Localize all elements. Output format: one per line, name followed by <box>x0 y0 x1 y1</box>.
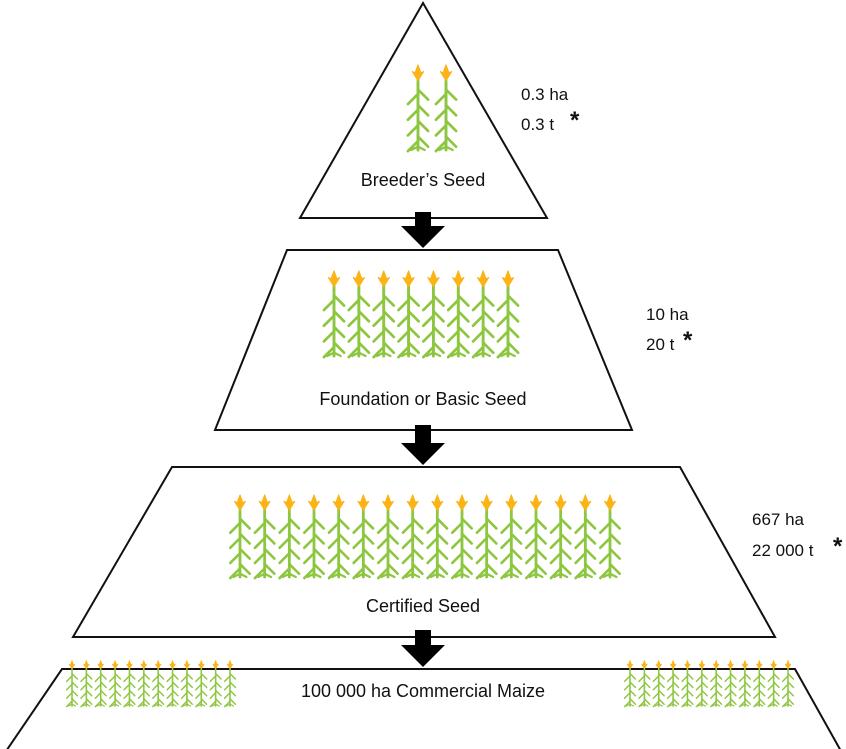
maize-plant-icon <box>228 494 252 580</box>
tier-foundation-seed-area: 10 ha <box>646 305 689 324</box>
tier-certified-seed: Certified Seed 667 ha 22 000 t * <box>71 466 843 638</box>
maize-plant-icon <box>500 494 523 580</box>
maize-plant-icon <box>80 660 93 708</box>
maize-plant-icon <box>666 660 680 708</box>
maize-plant-icon <box>681 660 694 708</box>
maize-plant-icon <box>549 494 572 580</box>
maize-plant-icon <box>724 660 737 708</box>
maize-plant-icon <box>180 660 194 708</box>
tier-breeders-seed-label: Breeder’s Seed <box>361 170 485 190</box>
maize-plant-icon <box>223 660 237 708</box>
maize-plant-icon <box>406 64 430 153</box>
maize-plant-icon <box>781 660 795 708</box>
maize-plant-icon <box>753 660 766 708</box>
maize-plant-icon <box>347 270 371 359</box>
maize-plant-icon <box>166 660 179 708</box>
maize-plant-icon <box>710 660 723 708</box>
tier-breeders-seed-plants <box>406 64 458 153</box>
commercial-plants-left <box>65 660 237 708</box>
maize-plant-icon <box>123 660 136 708</box>
maize-plant-icon <box>94 660 107 708</box>
maize-plant-icon <box>738 660 752 708</box>
maize-plant-icon <box>475 494 498 580</box>
maize-plant-icon <box>471 270 495 359</box>
maize-plant-icon <box>65 660 79 708</box>
maize-plant-icon <box>152 660 165 708</box>
maize-plant-icon <box>524 494 548 580</box>
tier-breeders-seed: Breeder’s Seed 0.3 ha 0.3 t * <box>298 0 580 219</box>
tier-foundation-seed-label: Foundation or Basic Seed <box>319 389 526 409</box>
maize-plant-icon <box>137 660 150 708</box>
down-arrow-icon <box>401 212 445 248</box>
maize-plant-icon <box>446 270 470 359</box>
maize-plant-icon <box>422 270 445 359</box>
maize-plant-icon <box>450 494 474 580</box>
tier-foundation-seed-plants <box>322 270 520 359</box>
tier-foundation-seed-asterisk: * <box>683 327 693 354</box>
tier-commercial-maize: 100 000 ha Commercial Maize <box>6 660 841 749</box>
tier-certified-seed-label: Certified Seed <box>366 596 480 616</box>
tier-breeders-seed-asterisk: * <box>570 107 580 134</box>
maize-plant-icon <box>426 494 449 580</box>
maize-plant-icon <box>376 494 400 580</box>
tier-certified-seed-area: 667 ha <box>752 510 805 529</box>
maize-plant-icon <box>397 270 420 359</box>
maize-plant-icon <box>434 64 458 153</box>
tier-certified-seed-plants <box>228 494 622 580</box>
maize-plant-icon <box>574 494 597 580</box>
maize-plant-icon <box>322 270 346 359</box>
tier-foundation-seed-yield: 20 t <box>646 335 675 354</box>
maize-plant-icon <box>638 660 651 708</box>
maize-plant-icon <box>209 660 222 708</box>
maize-plant-icon <box>352 494 375 580</box>
tier-breeders-seed-area: 0.3 ha <box>521 85 569 104</box>
tier-certified-seed-shape <box>71 466 777 638</box>
maize-plant-icon <box>401 494 424 580</box>
maize-plant-icon <box>253 494 276 580</box>
maize-plant-icon <box>327 494 350 580</box>
maize-plant-icon <box>652 660 665 708</box>
maize-plant-icon <box>695 660 708 708</box>
tier-breeders-seed-yield: 0.3 t <box>521 115 554 134</box>
maize-plant-icon <box>195 660 208 708</box>
down-arrow-icon <box>401 630 445 667</box>
maize-plant-icon <box>278 494 301 580</box>
maize-plant-icon <box>108 660 122 708</box>
maize-plant-icon <box>372 270 396 359</box>
tier-certified-seed-asterisk: * <box>833 533 843 560</box>
commercial-plants-right <box>623 660 795 708</box>
commercial-maize-label: 100 000 ha Commercial Maize <box>301 681 545 701</box>
maize-plant-icon <box>302 494 326 580</box>
maize-plant-icon <box>623 660 637 708</box>
maize-plant-icon <box>767 660 780 708</box>
maize-plant-icon <box>598 494 622 580</box>
down-arrow-icon <box>401 425 445 465</box>
tier-foundation-seed: Foundation or Basic Seed 10 ha 20 t * <box>213 249 693 431</box>
tier-certified-seed-yield: 22 000 t <box>752 541 814 560</box>
maize-plant-icon <box>496 270 520 359</box>
